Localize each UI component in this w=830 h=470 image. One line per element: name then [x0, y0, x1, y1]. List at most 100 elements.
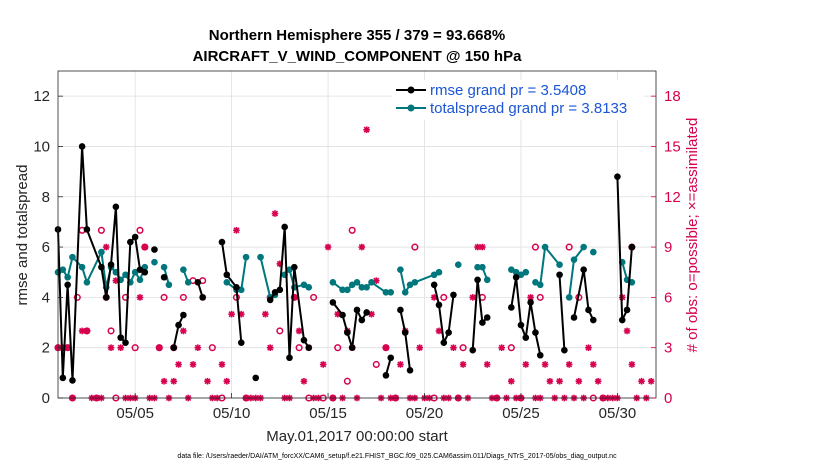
series-point: [363, 284, 370, 291]
series-point: [165, 281, 173, 289]
obs-possible-marker: [73, 293, 81, 301]
obs-assimilated-marker: [647, 377, 655, 385]
obs-assimilated-marker: [83, 327, 91, 335]
series-point: [382, 289, 390, 296]
series-point: [64, 273, 71, 281]
obs-assimilated-marker: [117, 344, 124, 351]
y-right-axis-ticks: 0 3 6 9 12 15 18: [651, 88, 681, 407]
plot-frame: [57, 70, 657, 399]
series-point: [358, 316, 366, 324]
series-line-segment: [616, 176, 633, 321]
series-point: [160, 263, 168, 271]
obs-assimilated-marker: [498, 344, 505, 351]
chart-title-line1: Northern Hemisphere 355 / 379 = 93.668%: [209, 27, 505, 44]
obs-possible-marker: [276, 327, 284, 335]
obs-possible-marker: [334, 344, 342, 352]
obs-possible-marker: [348, 226, 356, 234]
x-tick-label: 05/10: [213, 405, 251, 422]
series-point: [474, 276, 481, 284]
series-point: [329, 299, 337, 306]
series-point: [368, 278, 375, 286]
obs-assimilated-marker: [160, 377, 168, 385]
obs-assimilated-marker: [102, 243, 110, 251]
obs-possible-marker: [536, 293, 544, 301]
series-line-segment: [221, 241, 243, 343]
legend-box: [392, 80, 644, 120]
series-point: [291, 263, 298, 271]
grid: [58, 71, 656, 399]
obs-possible-marker: [295, 344, 303, 352]
obs-assimilated-marker: [556, 377, 563, 385]
obs-assimilated-marker: [262, 310, 269, 318]
series-point: [401, 289, 409, 296]
obs-assimilated-marker: [136, 294, 144, 301]
y-right-tick-label: 12: [664, 189, 681, 206]
legend: rmse grand pr = 3.5408 totalspread grand…: [392, 80, 644, 120]
y-axis-ticks: 0 2 4 6 8 10 12: [33, 88, 63, 407]
obs-assimilated-marker: [228, 310, 235, 318]
series-line-segment: [471, 279, 488, 351]
obs-assimilated-marker: [300, 377, 308, 385]
series-point: [339, 311, 346, 319]
series-point: [170, 344, 178, 351]
series-point: [358, 284, 366, 291]
series-point: [387, 354, 395, 362]
series-point: [257, 253, 264, 261]
obs-possible-marker: [411, 243, 419, 251]
series-point: [440, 339, 448, 346]
series-point: [406, 367, 414, 374]
series-point: [233, 284, 240, 291]
series-point: [387, 289, 395, 296]
series-point: [107, 261, 115, 268]
series-point: [556, 271, 563, 279]
series-point: [541, 243, 549, 251]
series-point: [131, 233, 139, 241]
obs-assimilated-marker: [155, 344, 163, 351]
chart-title-line2: AIRCRAFT_V_WIND_COMPONENT @ 150 hPa: [193, 48, 523, 65]
series-point: [223, 271, 231, 279]
series-point: [527, 299, 534, 306]
obs-assimilated-marker: [175, 361, 182, 368]
obs-possible-marker: [440, 293, 448, 301]
obs-assimilated-marker: [266, 344, 274, 351]
series-point: [59, 374, 67, 382]
series-point: [339, 286, 346, 294]
obs-assimilated-marker: [546, 377, 554, 385]
series-point: [83, 278, 91, 286]
series-point: [382, 372, 390, 379]
series-point: [565, 294, 573, 301]
series-point: [353, 278, 361, 286]
obs-assimilated-marker: [141, 243, 149, 251]
series-line-segment: [558, 274, 566, 351]
obs-assimilated-marker: [170, 377, 178, 385]
series-point: [435, 301, 443, 309]
y-tick-label: 6: [42, 239, 50, 256]
series-point: [184, 278, 192, 286]
plot-area: [58, 71, 656, 398]
obs-assimilated-marker: [594, 377, 602, 385]
x-tick-label: 05/15: [309, 405, 347, 422]
data-file-footnote: data file: /Users/raeder/DAI/ATM_forcXX/…: [177, 453, 617, 460]
x-tick-label: 05/20: [406, 405, 444, 422]
series-point: [454, 261, 462, 268]
series-point: [252, 374, 260, 382]
series-point: [276, 286, 284, 294]
series-point: [98, 248, 105, 256]
x-tick-label: 05/30: [599, 405, 637, 422]
series-point: [483, 314, 491, 321]
obs-possible-marker: [459, 344, 467, 352]
obs-possible-marker: [565, 243, 573, 251]
series-point: [136, 276, 144, 284]
series-point: [580, 243, 587, 251]
obs-assimilated-marker: [483, 361, 491, 368]
x-axis-ticks: 05/05 05/10 05/15 05/20 05/25 05/30: [116, 393, 636, 422]
series-point: [614, 173, 621, 180]
series-point: [78, 143, 86, 150]
series-point: [286, 354, 293, 362]
series-point: [561, 346, 568, 354]
obs-assimilated-marker: [204, 377, 211, 385]
series-point: [474, 263, 481, 271]
obs-assimilated-marker: [382, 344, 390, 351]
series-point: [445, 329, 452, 336]
series-point: [580, 266, 587, 274]
